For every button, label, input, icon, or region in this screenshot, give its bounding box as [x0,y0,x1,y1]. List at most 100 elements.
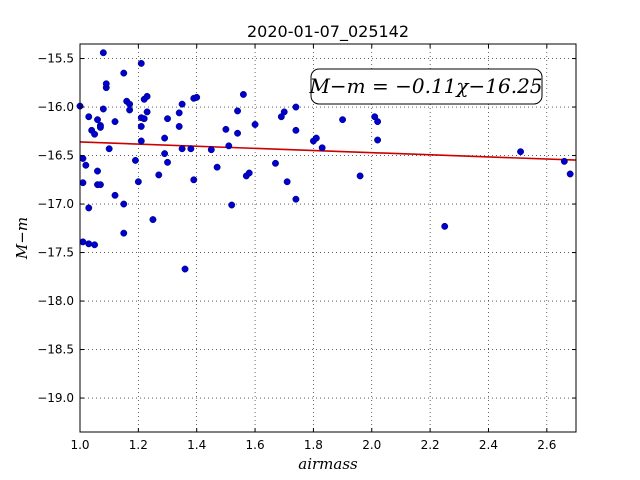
data-point [79,238,87,246]
y-axis-label: M−m [13,217,31,260]
ticks [79,44,576,432]
data-point [105,145,113,153]
data-point [164,115,171,123]
data-point [234,129,242,137]
data-point [225,142,233,150]
data-point [131,156,139,164]
data-point [137,137,145,145]
data-point [190,176,198,184]
data-point [82,161,90,169]
y-tick-label: −19.0 [37,391,74,405]
y-tick-label: −17.5 [37,246,74,260]
fit-line [79,141,577,161]
chart-title: 2020-01-07_025142 [247,22,409,42]
y-tick-label: −17.0 [37,197,74,211]
data-point [318,144,326,152]
data-point [149,216,157,224]
data-point [245,169,253,177]
points-layer [76,49,574,273]
data-point [222,125,230,133]
data-point [374,136,382,144]
data-point [517,148,525,156]
data-point [96,181,104,189]
data-point [193,93,201,101]
x-tick-label: 2.4 [479,438,498,452]
data-point [94,167,101,175]
data-point [79,179,87,187]
data-point [143,92,151,100]
x-tick-label: 2.0 [362,438,381,452]
data-point [181,265,189,273]
annotation-frame [310,68,543,105]
data-point [85,204,93,212]
data-point [164,158,171,166]
data-point [312,134,320,142]
x-tick-labels: 1.0 1.2 1.4 1.6 1.8 2.0 2.2 2.4 2.6 [70,438,556,452]
data-point [292,195,300,203]
data-point [85,240,93,248]
y-tick-label: −15.5 [37,52,74,66]
data-point [137,123,145,130]
data-point [292,126,300,134]
x-tick-label: 1.8 [304,438,323,452]
data-point [96,123,104,131]
x-tick-label: 1.2 [129,438,148,452]
data-point [79,155,87,162]
x-tick-label: 2.2 [421,438,440,452]
data-point [178,145,186,153]
data-point [239,90,247,98]
data-point [213,163,221,171]
data-point [251,121,259,128]
y-tick-label: −18.0 [37,294,74,308]
data-point [99,105,107,113]
data-point [161,150,169,158]
data-point [228,201,236,209]
x-tick-label: 1.6 [246,438,265,452]
data-point [111,191,119,199]
data-point [356,172,364,180]
y-tick-label: −16.5 [37,149,74,163]
data-point [120,69,128,77]
data-point [175,123,183,130]
annotation-box: M−m = −0.11χ−16.25 [308,68,543,105]
data-point [99,49,107,57]
data-point [560,157,568,165]
data-point [143,108,151,116]
data-point [178,100,186,108]
fit-equation: M−m = −0.11χ−16.25 [308,74,542,98]
data-point [120,229,128,237]
data-point [566,170,574,178]
data-point [91,130,99,138]
data-point [234,107,242,115]
data-point [137,59,145,67]
data-point [126,100,134,108]
data-point [126,106,134,114]
data-point [374,118,382,126]
data-point [441,222,449,230]
data-point [272,159,279,167]
data-point [120,200,128,208]
data-point [292,103,300,111]
data-point [155,171,163,179]
data-point [85,113,93,121]
y-tick-label: −18.5 [37,343,74,357]
data-point [140,115,148,123]
data-point [280,108,288,116]
data-point [339,116,347,124]
data-point [102,80,110,88]
y-tick-labels: −15.5 −16.0 −16.5 −17.0 −17.5 −18.0 −18.5 −19.0 [37,52,74,405]
x-axis-label: airmass [298,455,358,473]
data-point [94,116,101,124]
data-point [187,145,195,153]
data-point [111,118,119,126]
data-point [91,241,99,249]
data-point [207,146,215,154]
data-point [283,178,291,186]
fit-line-layer [79,141,577,161]
plot-frame [79,43,577,433]
x-tick-label: 1.4 [187,438,206,452]
data-point [161,134,169,142]
x-tick-label: 2.6 [537,438,556,452]
data-point [175,109,183,117]
